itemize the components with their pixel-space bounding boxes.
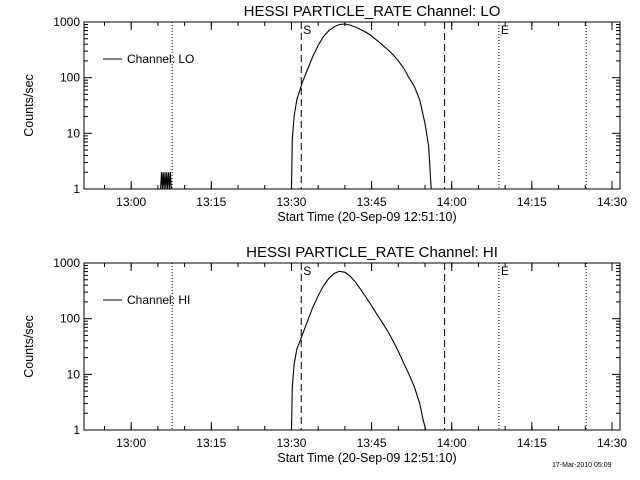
plot-frame [83, 21, 621, 190]
y-tick-label: 100 [60, 71, 80, 85]
chart-panel-1: HESSI PARTICLE_RATE Channel: LO 13:00 13:1… [22, 3, 627, 224]
y-tick-label: 100 [60, 312, 80, 326]
x-tick-label: 13:45 [357, 195, 387, 209]
x-tick-label: 14:30 [597, 436, 627, 450]
y-tick-label: 1 [73, 423, 80, 437]
x-tick-label: 14:30 [597, 195, 627, 209]
x-tick-label: 14:00 [437, 436, 467, 450]
legend-entry: Channel: HI [127, 293, 190, 307]
x-tick-label: 13:15 [196, 436, 226, 450]
x-axis-label: Start Time (20-Sep-09 12:51:10) [277, 210, 456, 224]
y-tick-label: 10 [67, 367, 81, 381]
footer-timestamp: 17-Mar-2010 05:09 [552, 462, 612, 469]
y-axis-label: Counts/sec [22, 315, 36, 378]
y-axis-label: Counts/sec [22, 74, 36, 137]
plot-frame [83, 262, 621, 431]
marker-label: S [303, 264, 311, 278]
series-line [290, 270, 427, 431]
x-tick-label: 14:15 [517, 436, 547, 450]
y-tick-label: 1000 [53, 256, 80, 270]
y-tick-label: 1 [73, 182, 80, 196]
y-tick-label: 10 [67, 126, 81, 140]
x-tick-label: 14:15 [517, 195, 547, 209]
x-tick-label: 13:15 [196, 195, 226, 209]
marker-label: E [501, 23, 509, 37]
chart-title: HESSI PARTICLE_RATE Channel: LO [244, 3, 501, 20]
x-tick-label: 13:45 [357, 436, 387, 450]
chart-title: HESSI PARTICLE_RATE Channel: HI [246, 244, 498, 261]
series-line [160, 23, 432, 190]
x-tick-label: 13:30 [276, 436, 306, 450]
x-axis-label: Start Time (20-Sep-09 12:51:10) [277, 451, 456, 465]
y-tick-label: 1000 [53, 15, 80, 29]
marker-label: E [501, 264, 509, 278]
x-tick-label: 13:00 [116, 436, 146, 450]
marker-label: S [303, 23, 311, 37]
chart-panel-2: HESSI PARTICLE_RATE Channel: HI 13:00 13:1… [22, 244, 627, 465]
x-tick-label: 13:30 [276, 195, 306, 209]
x-tick-label: 14:00 [437, 195, 467, 209]
x-tick-label: 13:00 [116, 195, 146, 209]
legend-entry: Channel: LO [127, 52, 194, 66]
